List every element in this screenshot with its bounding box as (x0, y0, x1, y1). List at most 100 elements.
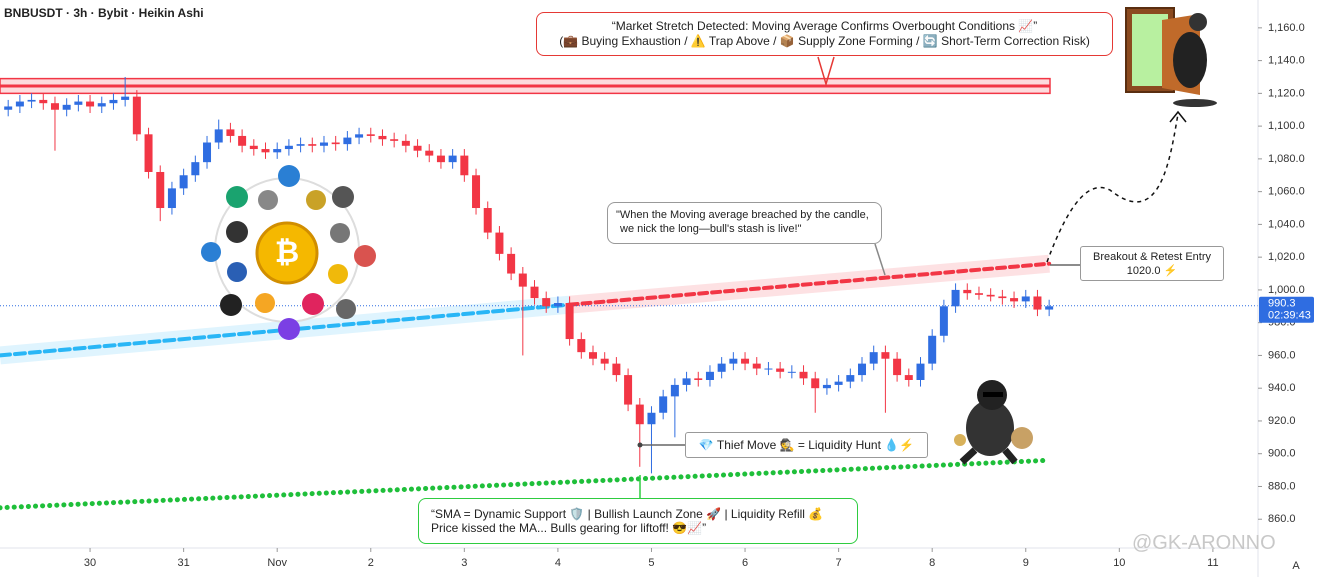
x-tick-label: 7 (836, 557, 842, 569)
pointer (874, 243, 886, 276)
candle-body (179, 175, 188, 189)
candle-body (261, 149, 270, 153)
y-tick-label: 900.0 (1268, 448, 1296, 460)
candle-body (869, 352, 878, 364)
candle-body (308, 144, 317, 146)
candle-body (507, 253, 516, 274)
candle-body (460, 155, 469, 176)
y-tick-label: 1,140.0 (1268, 55, 1305, 67)
candle-body (495, 232, 504, 254)
candle-body (553, 303, 562, 307)
candle-body (191, 162, 200, 176)
candle-body (1033, 296, 1042, 310)
candle-body (436, 155, 445, 163)
candle-body (132, 96, 141, 135)
candle-body (109, 99, 118, 104)
candle-body (705, 371, 714, 380)
x-tick-label: 3 (461, 557, 467, 569)
countdown-label: 02:39:43 (1268, 310, 1311, 322)
y-tick-label: 1,160.0 (1268, 22, 1305, 34)
candle-body (530, 286, 539, 299)
candle-body (284, 145, 293, 150)
candle-body (413, 145, 422, 151)
entry-note: Breakout & Retest Entry 1020.0 ⚡ (1080, 246, 1224, 281)
candle-body (331, 142, 340, 145)
candle-body (635, 404, 644, 425)
candle-body (355, 134, 364, 138)
candle-body (401, 140, 410, 146)
x-tick-label: 31 (178, 557, 190, 569)
candle-body (682, 378, 691, 385)
y-tick-label: 1,060.0 (1268, 186, 1305, 198)
candle-body (776, 368, 785, 372)
candle-body (729, 358, 738, 364)
x-tick-label: 6 (742, 557, 748, 569)
svg-text:₿: ₿ (275, 236, 299, 269)
support_line (0, 457, 1052, 511)
candle-body (939, 306, 948, 336)
x-tick-label: 2 (368, 557, 374, 569)
candle-body (319, 142, 328, 146)
candle-body (998, 296, 1007, 299)
candle-body (741, 358, 750, 364)
candle-body (928, 335, 937, 364)
candle-body (518, 273, 527, 287)
note-line: “Market Stretch Detected: Moving Average… (611, 19, 1038, 33)
price-axis (1258, 0, 1317, 577)
candle-body (27, 99, 36, 102)
candle-body (425, 150, 434, 156)
y-tick-label: 1,120.0 (1268, 87, 1305, 99)
note-line: "When the Moving average breached by the… (616, 209, 869, 221)
x-tick-label: 8 (929, 557, 935, 569)
note-line: “SMA = Dynamic Support 🛡️ | Bullish Laun… (431, 507, 824, 521)
candle-body (624, 375, 633, 405)
candle-body (249, 145, 258, 150)
candle-body (858, 363, 867, 376)
x-tick-label: 5 (648, 557, 654, 569)
note-line: (💼 Buying Exhaustion / ⚠️ Trap Above / 📦… (559, 34, 1090, 48)
support-note: “SMA = Dynamic Support 🛡️ | Bullish Laun… (418, 498, 858, 544)
x-tick-label: Nov (267, 557, 287, 569)
candle-body (881, 352, 890, 359)
candle-body (472, 175, 481, 209)
candle-body (39, 99, 48, 104)
candle-body (273, 149, 282, 153)
y-tick-label: 940.0 (1268, 382, 1296, 394)
plot (0, 76, 1258, 511)
pointer (1169, 110, 1187, 123)
candle-body (974, 293, 983, 295)
candle-body (74, 101, 83, 105)
candle-body (893, 358, 902, 376)
note-line: Price kissed the MA... Bulls gearing for… (431, 521, 707, 535)
y-tick-label: 1,020.0 (1268, 251, 1305, 263)
y-tick-label: 920.0 (1268, 415, 1296, 427)
candle-body (834, 381, 843, 385)
scale-button: A (1292, 560, 1300, 572)
candle-body (167, 188, 176, 209)
candle-body (647, 412, 656, 425)
candle-body (846, 375, 855, 382)
pointer (1046, 113, 1179, 263)
x-tick-label: 11 (1207, 557, 1218, 569)
candle-body (822, 384, 831, 389)
candle-body (366, 134, 375, 136)
candle-body (144, 134, 153, 172)
candle-body (916, 363, 925, 380)
candle-body (752, 363, 761, 369)
candle-body (214, 129, 223, 143)
candle-body (296, 144, 305, 146)
candle-body (577, 339, 586, 353)
candle-body (694, 378, 703, 380)
thief-note: 💎 Thief Move 🕵️ = Liquidity Hunt 💧⚡ (685, 432, 928, 458)
pointer (817, 56, 835, 87)
breach-note: "When the Moving average breached by the… (607, 202, 882, 244)
candle-body (612, 363, 621, 376)
overbought-note: “Market Stretch Detected: Moving Average… (536, 12, 1113, 56)
candle-body (963, 289, 972, 294)
candle-body (951, 289, 960, 307)
candle-body (343, 137, 352, 145)
x-tick-label: 10 (1113, 557, 1125, 569)
candle-body (717, 363, 726, 372)
y-tick-label: 960.0 (1268, 349, 1296, 361)
